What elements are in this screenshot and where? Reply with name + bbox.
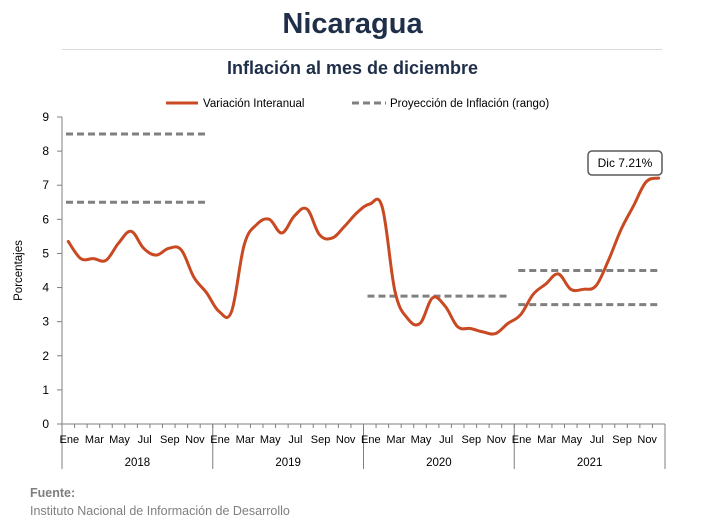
year-label: 2019 [275,457,301,469]
legend-label: Proyección de Inflación (rango) [390,98,549,110]
x-tick-label: May [260,434,281,446]
year-label: 2020 [426,457,452,469]
y-tick-label: 3 [42,315,49,329]
x-tick-label: Mar [236,434,255,446]
x-axis: Ene Mar May Jul Sep Nov 2018 Ene Mar May Jul Sep Nov… [59,423,666,469]
source-label: Fuente: [30,486,76,500]
x-tick-label: Ene [361,434,381,446]
callout-box [587,150,663,176]
page-title: Nicaragua [282,8,423,40]
x-tick-label: May [109,434,130,446]
callouts: Dic 7.21% [587,150,663,176]
x-tick-label: Sep [612,434,632,446]
x-tick-label: Ene [512,434,532,446]
x-tick-label: Mar [386,434,405,446]
y-tick-label: 5 [42,246,49,260]
y-tick-label: 7 [42,178,49,192]
x-tick-label: Mar [85,434,104,446]
y-axis: 0 1 2 3 4 5 6 7 8 9 Porcentajes [13,110,63,431]
chart-subtitle: Inflación al mes de diciembre [226,58,479,78]
x-tick-label: Sep [461,434,481,446]
title-divider [62,49,662,50]
x-tick-label: Ene [210,434,230,446]
y-axis-label: Porcentajes [13,240,25,301]
callout-label: Dic 7.21% [598,156,653,170]
y-tick-label: 8 [42,144,49,158]
x-tick-label: Jul [138,434,152,446]
x-tick-label: Jul [288,434,302,446]
x-tick-label: Sep [160,434,180,446]
projection-lines [66,132,659,307]
series-line-variacion-interanual [66,176,661,336]
x-tick-label: Nov [336,434,356,446]
y-tick-label: 9 [42,110,49,124]
legend-label: Variación Interanual [203,98,304,110]
x-tick-label: Sep [311,434,331,446]
y-tick-label: 4 [42,281,49,295]
y-tick-label: 2 [42,349,49,363]
x-tick-label: Jul [439,434,453,446]
chart-legend: Variación Interanual Proyección de Inflac… [166,98,549,110]
x-tick-label: May [411,434,432,446]
x-tick-label: Jul [590,434,604,446]
y-tick-label: 0 [42,417,49,431]
y-tick-label: 6 [42,212,49,226]
x-tick-label: Nov [487,434,507,446]
x-tick-label: Nov [185,434,205,446]
source-text: Instituto Nacional de Información de Des… [30,504,290,518]
year-label: 2018 [125,457,151,469]
y-tick-label: 1 [42,383,49,397]
x-tick-label: Ene [59,434,79,446]
series-lines [66,176,661,336]
year-label: 2021 [577,457,603,469]
x-tick-label: Mar [537,434,556,446]
x-tick-label: May [561,434,582,446]
x-tick-label: Nov [637,434,657,446]
